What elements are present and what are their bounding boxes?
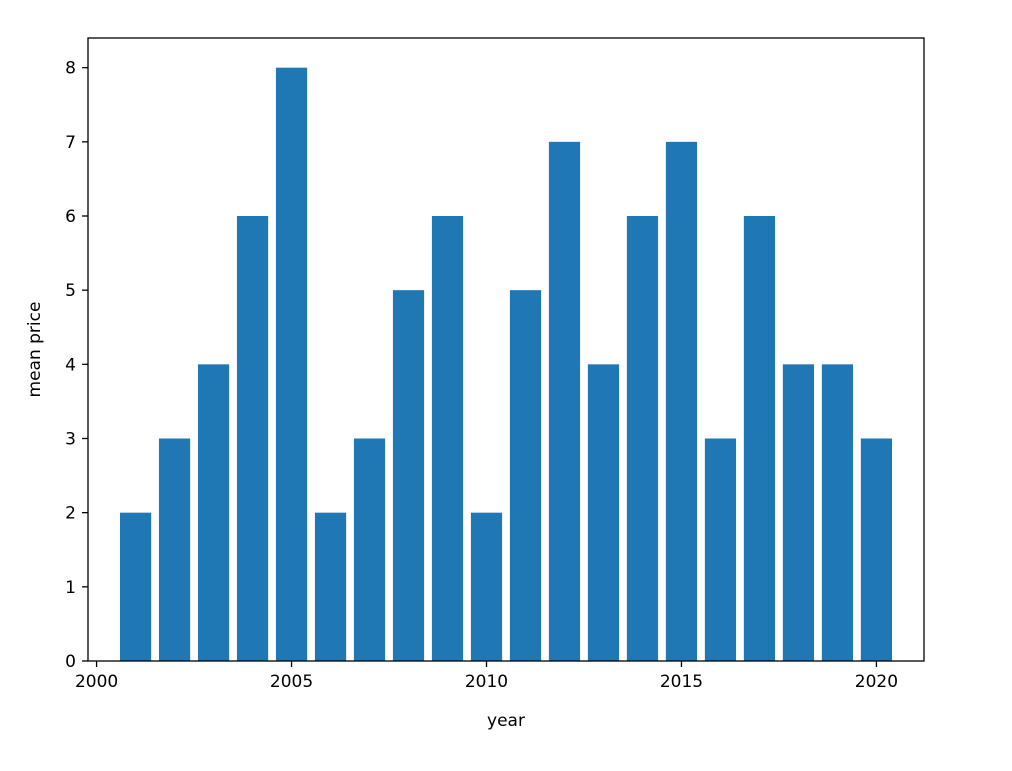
y-tick-label-0: 0	[65, 652, 76, 672]
x-tick-label-2020: 2020	[855, 672, 898, 692]
y-tick-label-6: 6	[65, 207, 76, 227]
x-tick-label-2015: 2015	[660, 672, 703, 692]
bar-2002	[158, 438, 191, 661]
bar-2010	[470, 512, 503, 661]
x-tick-label-2010: 2010	[465, 672, 508, 692]
y-tick-label-8: 8	[65, 59, 76, 79]
bar-2005	[275, 67, 308, 661]
bar-2006	[314, 512, 347, 661]
bar-2014	[626, 216, 659, 661]
x-axis-title: year	[487, 711, 525, 731]
bar-2015	[665, 141, 698, 662]
x-axis-ticks: 2000 2005 2010 2015 2020	[75, 661, 898, 692]
bar-2004	[236, 216, 269, 661]
bar-2020	[860, 438, 893, 661]
y-tick-label-5: 5	[65, 281, 76, 301]
y-axis-title: mean price	[25, 302, 45, 398]
bar-2003	[197, 364, 230, 661]
bar-2013	[587, 364, 620, 661]
bar-2017	[743, 216, 776, 661]
y-tick-label-1: 1	[65, 578, 76, 598]
y-tick-label-3: 3	[65, 430, 76, 450]
y-tick-label-2: 2	[65, 504, 76, 524]
bar-2019	[821, 364, 854, 661]
y-tick-label-7: 7	[65, 133, 76, 153]
plot-frame	[87, 37, 925, 662]
bar-2009	[431, 216, 464, 661]
x-tick-label-2000: 2000	[75, 672, 118, 692]
y-tick-label-4: 4	[65, 355, 76, 375]
bar-2008	[392, 290, 425, 661]
bar-2016	[704, 438, 737, 661]
bar-2001	[119, 512, 152, 661]
bar-2011	[509, 290, 542, 661]
bar-2018	[782, 364, 815, 661]
bars-group	[119, 67, 893, 662]
x-tick-label-2005: 2005	[270, 672, 313, 692]
y-axis-ticks: 0 1 2 3 4 5 6 7 8	[65, 59, 88, 672]
bar-2012	[548, 141, 581, 662]
bar-2007	[353, 438, 386, 661]
